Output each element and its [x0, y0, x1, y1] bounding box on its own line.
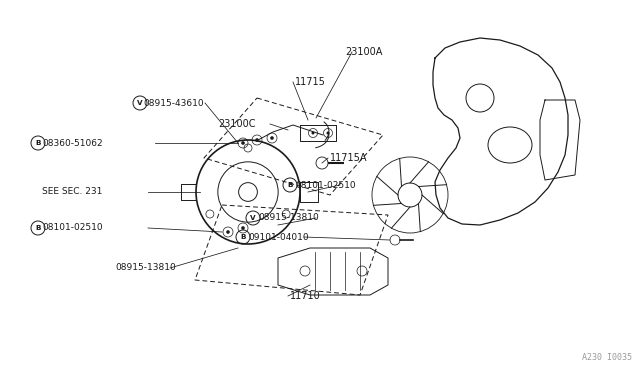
Text: 08101-02510: 08101-02510: [42, 224, 102, 232]
Text: V: V: [137, 100, 143, 106]
Text: 08101-02510: 08101-02510: [295, 180, 356, 189]
Text: 08915-43610: 08915-43610: [143, 99, 204, 108]
Text: 08360-51062: 08360-51062: [42, 138, 102, 148]
Circle shape: [312, 131, 314, 135]
Text: 11715: 11715: [295, 77, 326, 87]
Text: 11715A: 11715A: [330, 153, 367, 163]
Text: B: B: [287, 182, 292, 188]
Text: 09101-04010: 09101-04010: [248, 232, 308, 241]
Text: A230 I0035: A230 I0035: [582, 353, 632, 362]
Text: 08915-13810: 08915-13810: [115, 263, 176, 273]
Circle shape: [326, 131, 330, 135]
Text: B: B: [240, 234, 246, 240]
Text: SEE SEC. 231: SEE SEC. 231: [42, 187, 102, 196]
Circle shape: [241, 226, 245, 230]
Circle shape: [255, 138, 259, 142]
Text: 11710: 11710: [290, 291, 321, 301]
Text: B: B: [35, 140, 41, 146]
Text: V: V: [250, 215, 256, 221]
Text: B: B: [35, 225, 41, 231]
Text: 08915-13810: 08915-13810: [258, 214, 319, 222]
Circle shape: [270, 136, 274, 140]
Circle shape: [226, 230, 230, 234]
Text: 23100A: 23100A: [345, 47, 382, 57]
Circle shape: [241, 141, 245, 145]
Text: 23100C: 23100C: [218, 119, 255, 129]
